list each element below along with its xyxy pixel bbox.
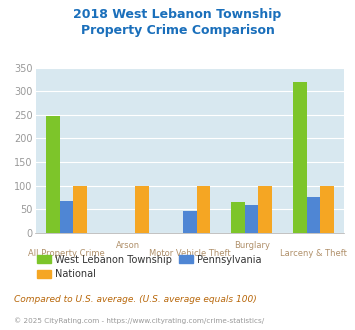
Text: 2018 West Lebanon Township
Property Crime Comparison: 2018 West Lebanon Township Property Crim… bbox=[73, 8, 282, 37]
Text: All Property Crime: All Property Crime bbox=[28, 249, 105, 258]
Bar bbox=[245, 205, 258, 233]
Bar bbox=[258, 185, 272, 233]
Bar bbox=[231, 202, 245, 233]
Bar bbox=[183, 211, 197, 233]
Text: Arson: Arson bbox=[116, 241, 140, 250]
Bar bbox=[46, 116, 60, 233]
Bar bbox=[60, 201, 73, 233]
Text: Compared to U.S. average. (U.S. average equals 100): Compared to U.S. average. (U.S. average … bbox=[14, 295, 257, 304]
Text: Larceny & Theft: Larceny & Theft bbox=[280, 249, 347, 258]
Bar bbox=[135, 185, 148, 233]
Bar bbox=[197, 185, 210, 233]
Bar bbox=[307, 197, 320, 233]
Legend: West Lebanon Township, National, Pennsylvania: West Lebanon Township, National, Pennsyl… bbox=[33, 251, 265, 283]
Text: Motor Vehicle Theft: Motor Vehicle Theft bbox=[149, 249, 231, 258]
Text: © 2025 CityRating.com - https://www.cityrating.com/crime-statistics/: © 2025 CityRating.com - https://www.city… bbox=[14, 317, 264, 324]
Bar bbox=[73, 185, 87, 233]
Text: Burglary: Burglary bbox=[234, 241, 270, 250]
Bar bbox=[320, 185, 334, 233]
Bar bbox=[293, 82, 307, 233]
